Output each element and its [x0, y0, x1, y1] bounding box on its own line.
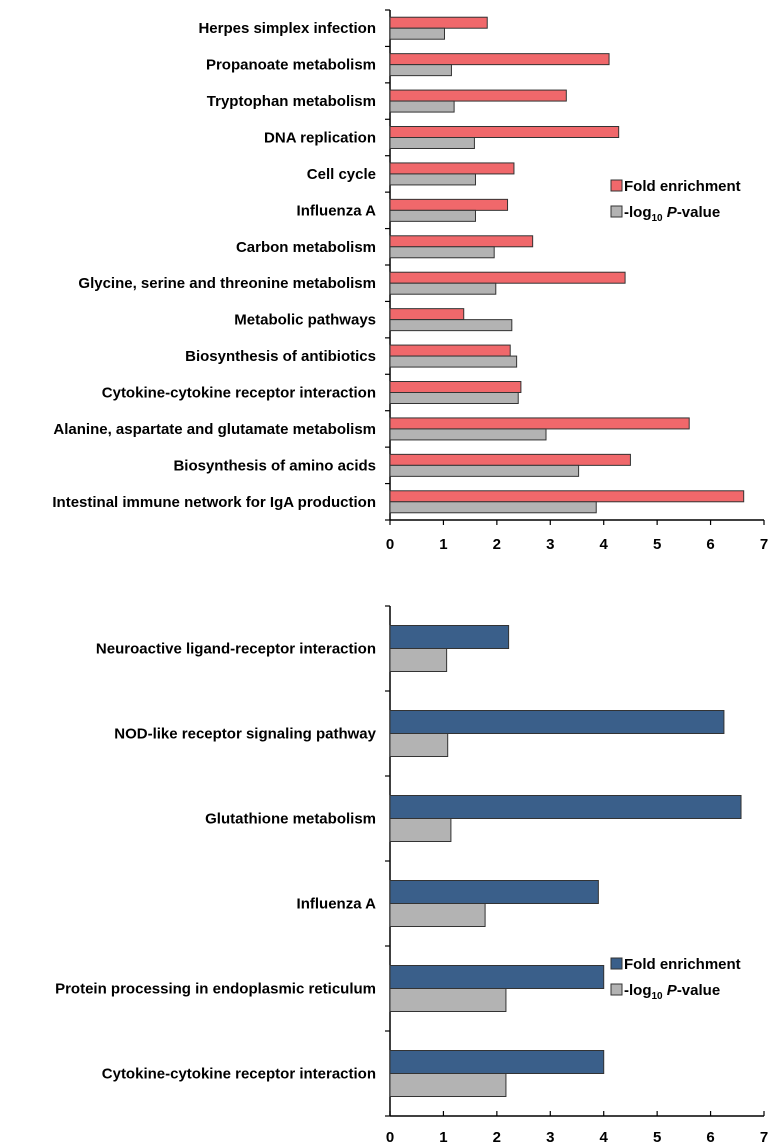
chart-1-x-tick-label: 7	[760, 536, 768, 553]
chart-1-category-label: Biosynthesis of amino acids	[173, 457, 376, 474]
chart-1-bar-pvalue-tryptophan-metabolism	[389, 100, 455, 113]
chart-1-category-label: Biosynthesis of antibiotics	[185, 348, 376, 365]
chart-2-bar-pvalue-glutathione-metabolism	[389, 818, 452, 842]
chart-1-category-label: Glycine, serine and threonine metabolism	[78, 275, 376, 292]
chart-1-bar-fold-biosynthesis-of-antibiotics	[389, 344, 511, 357]
chart-1-bar-fold-tryptophan-metabolism	[389, 89, 567, 102]
chart-2-category-label: Glutathione metabolism	[205, 811, 376, 828]
chart-2-category-label: Protein processing in endoplasmic reticu…	[55, 981, 376, 998]
chart-2-category-label: Influenza A	[297, 896, 377, 913]
chart-2-bar-fold-cytokine-cytokine-receptor-interaction	[389, 1050, 605, 1074]
chart-1-category-label: Intestinal immune network for IgA produc…	[52, 494, 376, 511]
chart-1: 0 1 2 3 4 5 6 7 Herpes simplex infection Propanoa…	[52, 9, 768, 553]
chart-1-bar-pvalue-biosynthesis-of-amino-acids	[389, 464, 580, 477]
chart-1-category-label: Carbon metabolism	[236, 239, 376, 256]
legend-2: Fold enrichment -log10 P-value	[610, 956, 741, 1002]
chart-1-bar-fold-cytokine-cytokine-receptor-interaction	[389, 381, 522, 393]
chart-2-bar-fold-neuroactive-ligand-receptor-interaction	[389, 625, 510, 649]
chart-1-category-label: DNA replication	[264, 130, 376, 147]
legend-2-pvalue-label: -log10 P-value	[624, 982, 720, 1002]
chart-1-bar-fold-biosynthesis-of-amino-acids	[389, 453, 631, 466]
chart-1-bar-pvalue-intestinal-immune-network-for-iga-production	[389, 501, 597, 514]
chart-1-bar-pvalue-cytokine-cytokine-receptor-interaction	[389, 392, 519, 404]
chart-1-category-label: Propanoate metabolism	[206, 57, 376, 74]
chart-2-x-tick-label: 3	[546, 1129, 554, 1146]
chart-2: 0 1 2 3 4 5 6 7 Neuroactive ligand-receptor inte…	[55, 605, 768, 1146]
chart-1-bar-fold-carbon-metabolism	[389, 235, 534, 248]
chart-1-bar-pvalue-alanine-aspartate-and-glutamate-metabolism	[389, 428, 547, 441]
chart-2-category-label: NOD-like receptor signaling pathway	[114, 726, 376, 743]
chart-2-bar-fold-nod-like-receptor-signaling-pathway	[389, 710, 725, 734]
chart-1-x-tick-label: 3	[546, 536, 554, 553]
chart-1-bar-pvalue-herpes-simplex-infection	[389, 27, 445, 40]
chart-2-bar-pvalue-nod-like-receptor-signaling-pathway	[389, 733, 449, 757]
chart-1-category-label: Herpes simplex infection	[198, 20, 376, 37]
chart-2-x-tick-label: 7	[760, 1129, 768, 1146]
chart-1-bar-pvalue-influenza-a	[389, 209, 476, 222]
chart-1-x-tick-label: 2	[493, 536, 501, 553]
chart-2-bar-fold-influenza-a	[389, 880, 599, 904]
chart-1-category-label: Alanine, aspartate and glutamate metabol…	[53, 421, 376, 438]
chart-1-bar-fold-intestinal-immune-network-for-iga-production	[389, 490, 745, 503]
chart-2-x-tick-label: 6	[706, 1129, 714, 1146]
chart-2-bar-pvalue-neuroactive-ligand-receptor-interaction	[389, 648, 448, 672]
chart-2-x-tick-label: 5	[653, 1129, 661, 1146]
chart-2-x-tick-label: 2	[493, 1129, 501, 1146]
legend-1-fold-swatch	[610, 179, 623, 192]
legend-1: Fold enrichment -log10 P-value	[610, 178, 741, 224]
chart-1-bar-pvalue-metabolic-pathways	[389, 319, 513, 332]
chart-2-category-label: Cytokine-cytokine receptor interaction	[102, 1066, 376, 1083]
chart-1-x-tick-label: 1	[439, 536, 447, 553]
chart-1-bar-fold-propanoate-metabolism	[389, 53, 610, 66]
chart-1-bar-pvalue-dna-replication	[389, 137, 475, 149]
legend-2-pvalue-swatch	[610, 983, 623, 996]
chart-2-bar-fold-glutathione-metabolism	[389, 795, 742, 819]
chart-2-bar-fold-protein-processing-in-endoplasmic-reticulum	[389, 965, 605, 989]
chart-1-bar-pvalue-cell-cycle	[389, 173, 476, 186]
legend-2-fold-label: Fold enrichment	[624, 956, 741, 973]
legend-2-fold-swatch	[610, 957, 623, 970]
chart-2-bar-pvalue-influenza-a	[389, 903, 486, 927]
chart-1-x-tick-label: 6	[706, 536, 714, 553]
chart-1-bar-pvalue-carbon-metabolism	[389, 246, 495, 259]
chart-1-bar-fold-herpes-simplex-infection	[389, 16, 488, 29]
chart-1-bar-fold-metabolic-pathways	[389, 308, 465, 321]
chart-1-x-tick-label: 0	[386, 536, 394, 553]
chart-2-bar-pvalue-cytokine-cytokine-receptor-interaction	[389, 1073, 507, 1097]
chart-1-bar-fold-influenza-a	[389, 198, 509, 211]
chart-2-category-label: Neuroactive ligand-receptor interaction	[96, 641, 376, 658]
legend-1-pvalue-swatch	[610, 205, 623, 218]
chart-2-bar-pvalue-protein-processing-in-endoplasmic-reticulum	[389, 988, 507, 1012]
chart-1-x-tick-label: 4	[600, 536, 609, 553]
chart-2-x-tick-label: 4	[600, 1129, 609, 1146]
chart-1-bar-pvalue-glycine-serine-and-threonine-metabolism	[389, 282, 497, 295]
chart-1-bar-fold-dna-replication	[389, 126, 620, 138]
chart-1-x-tick-label: 5	[653, 536, 661, 553]
chart-1-category-label: Tryptophan metabolism	[207, 93, 376, 110]
chart-1-category-label: Metabolic pathways	[234, 312, 376, 329]
chart-2-x-tick-label: 0	[386, 1129, 394, 1146]
chart-1-bar-pvalue-propanoate-metabolism	[389, 64, 452, 77]
legend-1-fold-label: Fold enrichment	[624, 178, 741, 195]
chart-1-category-label: Cell cycle	[307, 166, 376, 183]
chart-1-bar-fold-glycine-serine-and-threonine-metabolism	[389, 271, 626, 284]
chart-1-bar-fold-alanine-aspartate-and-glutamate-metabolism	[389, 417, 690, 430]
legend-1-pvalue-label: -log10 P-value	[624, 204, 720, 224]
chart-2-x-tick-label: 1	[439, 1129, 447, 1146]
chart-1-category-label: Cytokine-cytokine receptor interaction	[102, 385, 376, 402]
chart-1-bar-pvalue-biosynthesis-of-antibiotics	[389, 355, 518, 368]
chart-1-category-label: Influenza A	[297, 202, 377, 219]
chart-1-bar-fold-cell-cycle	[389, 162, 515, 175]
